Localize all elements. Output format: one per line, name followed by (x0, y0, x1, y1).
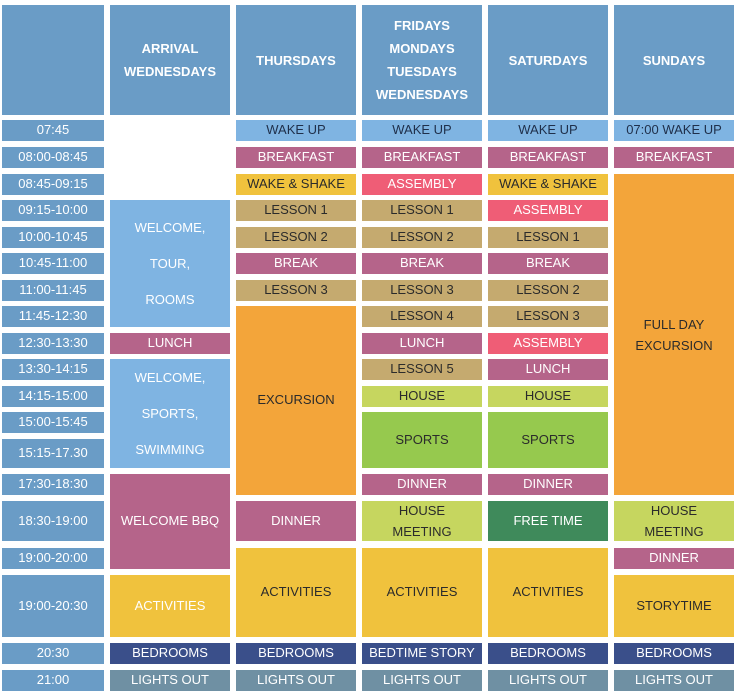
time-slot: 15:15-17.30 (2, 439, 104, 468)
thu-wake-up: WAKE UP (236, 120, 356, 141)
header-thursdays: THURSDAYS (236, 5, 356, 115)
sat-house: HOUSE (488, 386, 608, 407)
wk-lesson-1: LESSON 1 (362, 200, 482, 221)
sat-free-time: FREE TIME (488, 501, 608, 541)
time-slot: 21:00 (2, 670, 104, 691)
wk-assembly: ASSEMBLY (362, 174, 482, 195)
header-sundays: SUNDAYS (614, 5, 734, 115)
time-slot: 11:45-12:30 (2, 306, 104, 327)
thu-lesson-2: LESSON 2 (236, 227, 356, 248)
thu-lesson-3: LESSON 3 (236, 280, 356, 301)
time-slot: 17:30-18:30 (2, 474, 104, 495)
arrival-bedrooms: BEDROOMS (110, 643, 230, 664)
time-slot: 15:00-15:45 (2, 412, 104, 433)
arrival-welcome-bbq: WELCOME BBQ (110, 474, 230, 569)
sun-full-day-excursion: FULL DAY EXCURSION (614, 174, 734, 495)
header-saturdays: SATURDAYS (488, 5, 608, 115)
thu-wake-shake: WAKE & SHAKE (236, 174, 356, 195)
wk-sports: SPORTS (362, 412, 482, 468)
wk-lesson-3: LESSON 3 (362, 280, 482, 301)
sat-sports: SPORTS (488, 412, 608, 468)
thu-lights-out: LIGHTS OUT (236, 670, 356, 691)
time-slot: 10:45-11:00 (2, 253, 104, 274)
thu-excursion: EXCURSION (236, 306, 356, 495)
arrival-welcome-sports: WELCOME, SPORTS, SWIMMING (110, 359, 230, 468)
sat-bedrooms: BEDROOMS (488, 643, 608, 664)
sat-wake-shake: WAKE & SHAKE (488, 174, 608, 195)
sat-lesson-1: LESSON 1 (488, 227, 608, 248)
wk-break: BREAK (362, 253, 482, 274)
wk-wake-up: WAKE UP (362, 120, 482, 141)
time-slot: 10:00-10:45 (2, 227, 104, 248)
sun-bedrooms: BEDROOMS (614, 643, 734, 664)
wk-bedtime-story: BEDTIME STORY (362, 643, 482, 664)
time-slot: 19:00-20:30 (2, 575, 104, 637)
time-slot: 18:30-19:00 (2, 501, 104, 541)
sat-lunch: LUNCH (488, 359, 608, 380)
arrival-activities: ACTIVITIES (110, 575, 230, 637)
time-slot: 08:00-08:45 (2, 147, 104, 168)
wk-house: HOUSE (362, 386, 482, 407)
sun-wake-up: 07:00 WAKE UP (614, 120, 734, 141)
sun-house-meeting: HOUSE MEETING (614, 501, 734, 541)
sun-lights-out: LIGHTS OUT (614, 670, 734, 691)
header-arrival: ARRIVAL WEDNESDAYS (110, 5, 230, 115)
sun-breakfast: BREAKFAST (614, 147, 734, 168)
wk-breakfast: BREAKFAST (362, 147, 482, 168)
sat-activities: ACTIVITIES (488, 548, 608, 637)
thu-dinner: DINNER (236, 501, 356, 541)
wk-lesson-4: LESSON 4 (362, 306, 482, 327)
thu-lesson-1: LESSON 1 (236, 200, 356, 221)
wk-lesson-5: LESSON 5 (362, 359, 482, 380)
wk-lights-out: LIGHTS OUT (362, 670, 482, 691)
time-slot: 07:45 (2, 120, 104, 141)
time-slot: 20:30 (2, 643, 104, 664)
sun-dinner: DINNER (614, 548, 734, 569)
header-corner (2, 5, 104, 115)
arrival-welcome-tour: WELCOME, TOUR, ROOMS (110, 200, 230, 327)
wk-house-meeting: HOUSE MEETING (362, 501, 482, 541)
sat-breakfast: BREAKFAST (488, 147, 608, 168)
time-slot: 13:30-14:15 (2, 359, 104, 380)
time-slot: 19:00-20:00 (2, 548, 104, 569)
sat-lights-out: LIGHTS OUT (488, 670, 608, 691)
thu-bedrooms: BEDROOMS (236, 643, 356, 664)
time-slot: 09:15-10:00 (2, 200, 104, 221)
time-slot: 11:00-11:45 (2, 280, 104, 301)
sat-wake-up: WAKE UP (488, 120, 608, 141)
sun-storytime: STORYTIME (614, 575, 734, 637)
wk-dinner: DINNER (362, 474, 482, 495)
sat-assembly-midday: ASSEMBLY (488, 333, 608, 354)
time-slot: 14:15-15:00 (2, 386, 104, 407)
thu-breakfast: BREAKFAST (236, 147, 356, 168)
sat-lesson-2: LESSON 2 (488, 280, 608, 301)
thu-break: BREAK (236, 253, 356, 274)
wk-lesson-2: LESSON 2 (362, 227, 482, 248)
arrival-lunch: LUNCH (110, 333, 230, 354)
sat-assembly-morning: ASSEMBLY (488, 200, 608, 221)
sat-break: BREAK (488, 253, 608, 274)
wk-lunch: LUNCH (362, 333, 482, 354)
sat-dinner: DINNER (488, 474, 608, 495)
arrival-lights-out: LIGHTS OUT (110, 670, 230, 691)
header-weekdays: FRIDAYS MONDAYS TUESDAYS WEDNESDAYS (362, 5, 482, 115)
time-slot: 08:45-09:15 (2, 174, 104, 195)
sat-lesson-3: LESSON 3 (488, 306, 608, 327)
time-slot: 12:30-13:30 (2, 333, 104, 354)
wk-activities: ACTIVITIES (362, 548, 482, 637)
thu-activities: ACTIVITIES (236, 548, 356, 637)
